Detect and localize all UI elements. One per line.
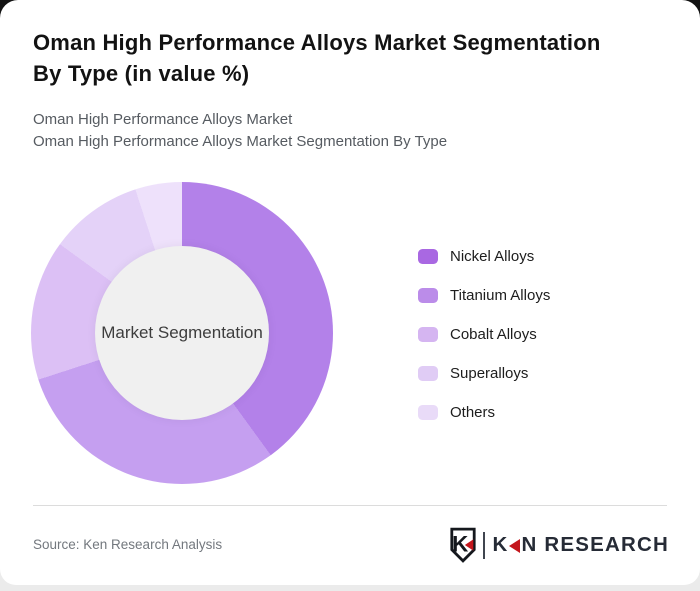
legend-item-nickel-alloys: Nickel Alloys — [418, 247, 550, 265]
legend-item-titanium-alloys: Titanium Alloys — [418, 286, 551, 304]
page-title: Oman High Performance Alloys Market Segm… — [33, 27, 600, 89]
legend-item-cobalt-alloys: Cobalt Alloys — [418, 325, 550, 343]
donut-center-label: Market Segmentation — [101, 323, 263, 342]
source-note: Source: Ken Research Analysis — [33, 537, 223, 552]
legend-label: Nickel Alloys — [450, 247, 535, 265]
footer-divider — [33, 505, 667, 506]
legend-item-others: Others — [418, 403, 550, 421]
chart-subtitles: Oman High Performance Alloys Market Oman… — [33, 109, 447, 152]
red-arrow-icon — [509, 538, 521, 553]
donut-center: Market Segmentation — [95, 246, 269, 420]
ken-research-logo: K K N RESEARCH — [449, 526, 669, 564]
page-title-line1: Oman High Performance Alloys Market Segm… — [33, 30, 601, 55]
logo-shield-letter: K — [453, 532, 469, 557]
legend-label: Cobalt Alloys — [450, 325, 537, 343]
chart-subtitle-1: Oman High Performance Alloys Market — [33, 111, 293, 128]
chart-subtitle-2: Oman High Performance Alloys Market Segm… — [33, 132, 448, 150]
legend-label: Titanium Alloys — [450, 286, 551, 304]
chart-legend: Nickel Alloys Titanium Alloys Cobalt Alloy… — [418, 247, 551, 421]
legend-label: Superalloys — [450, 364, 529, 382]
legend-label: Others — [450, 403, 496, 421]
legend-swatch-icon — [418, 287, 438, 303]
legend-item-superalloys: Superalloys — [418, 364, 550, 382]
brand-text: K N RESEARCH — [492, 533, 669, 557]
brand-letter-k: K — [492, 533, 509, 556]
logo-shield-red-arrow-icon — [465, 539, 474, 551]
legend-swatch-icon — [418, 365, 438, 381]
page-title-line2: By Type (in value %) — [33, 61, 250, 86]
logo-divider — [483, 531, 486, 559]
donut-chart: Market Segmentation — [31, 182, 333, 484]
logo-shield-icon: K — [450, 527, 477, 563]
legend-swatch-icon — [418, 404, 438, 420]
legend-swatch-icon — [418, 248, 438, 264]
brand-letters-rest: N RESEARCH — [521, 533, 669, 556]
legend-swatch-icon — [418, 326, 438, 342]
